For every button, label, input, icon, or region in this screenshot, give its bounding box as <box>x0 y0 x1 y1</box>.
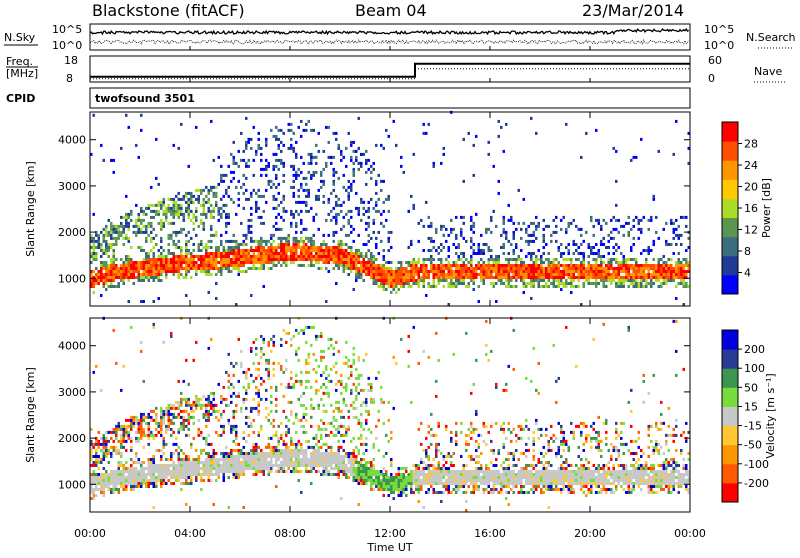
y-tick-label: 2000 <box>58 432 86 445</box>
colorbar-swatch <box>722 426 738 446</box>
velocity-colorbar: 200 100 50 15 -15 -50 -100 -200 Velocity [m s⁻¹… <box>722 330 777 503</box>
noise-panel: N.Sky 10^5 10^0 10^5 10^0 N.Search <box>4 23 796 52</box>
colorbar-swatch <box>722 256 738 276</box>
power-cb-tick: 28 <box>744 138 758 151</box>
colorbar-swatch <box>722 330 738 350</box>
freq-unit-label: [MHz] <box>6 67 38 80</box>
x-tick-label: 16:00 <box>474 527 506 540</box>
colorbar-swatch <box>722 160 738 180</box>
colorbar-swatch <box>722 368 738 388</box>
power-panel: 1000 2000 3000 4000 Slant Range [km] <box>24 111 690 306</box>
power-cb-tick: 4 <box>744 267 751 280</box>
velocity-cb-tick: 50 <box>744 381 758 394</box>
colorbar-swatch <box>722 237 738 257</box>
x-tick-label: 04:00 <box>174 527 206 540</box>
colorbar-swatch <box>722 198 738 218</box>
velocity-colorbar-label: Velocity [m s⁻¹] <box>764 373 777 458</box>
noise-sky-trace <box>90 29 689 34</box>
colorbar-swatch <box>722 387 738 407</box>
x-tick-label: 08:00 <box>274 527 306 540</box>
noise-tick-high-right: 10^5 <box>704 23 734 36</box>
colorbar-swatch <box>722 483 738 503</box>
power-cb-tick: 16 <box>744 202 758 215</box>
velocity-cb-tick: 100 <box>744 362 765 375</box>
power-cb-tick: 20 <box>744 181 758 194</box>
y-tick-label: 3000 <box>58 180 86 193</box>
x-tick-label: 12:00 <box>374 527 406 540</box>
y-tick-label: 3000 <box>58 386 86 399</box>
colorbar-swatch <box>722 464 738 484</box>
x-tick-label: 00:00 <box>74 527 106 540</box>
station-title: Blackstone (fitACF) <box>92 1 245 20</box>
power-cb-tick: 8 <box>744 245 751 258</box>
x-tick-label: 00:00 <box>674 527 706 540</box>
time-axis-label: Time UT <box>366 541 412 554</box>
power-ylabel: Slant Range [km] <box>24 161 37 257</box>
colorbar-swatch <box>722 141 738 161</box>
noise-search-trace <box>90 40 689 44</box>
cpid-label: CPID <box>6 92 35 105</box>
y-tick-label: 4000 <box>58 340 86 353</box>
nave-tick-low: 0 <box>708 72 715 85</box>
velocity-cb-tick: 15 <box>744 400 758 413</box>
freq-trace <box>90 64 690 77</box>
nsky-label: N.Sky <box>4 31 36 44</box>
velocity-ylabel: Slant Range [km] <box>24 367 37 463</box>
noise-tick-high: 10^5 <box>52 23 82 36</box>
noise-tick-low: 10^0 <box>52 39 82 52</box>
y-tick-label: 2000 <box>58 226 86 239</box>
y-tick-label: 1000 <box>58 478 86 491</box>
nave-tick-high: 60 <box>708 54 722 67</box>
velocity-cb-tick: -50 <box>744 439 762 452</box>
velocity-cb-tick: -15 <box>744 420 762 433</box>
velocity-cb-tick: -200 <box>744 477 769 490</box>
velocity-panel: 1000 2000 3000 4000 Slant Range [km] <box>24 317 690 512</box>
colorbar-swatch <box>722 122 738 142</box>
freq-panel: Freq. [MHz] 18 8 60 0 Nave <box>6 54 786 85</box>
freq-tick-high: 18 <box>64 54 78 67</box>
date-title: 23/Mar/2014 <box>582 1 684 20</box>
cpid-value: twofsound 3501 <box>95 92 195 105</box>
colorbar-swatch <box>722 445 738 465</box>
colorbar-swatch <box>722 179 738 199</box>
y-tick-label: 1000 <box>58 272 86 285</box>
beam-title: Beam 04 <box>355 1 427 20</box>
colorbar-swatch <box>722 275 738 295</box>
colorbar-swatch <box>722 406 738 426</box>
nave-label: Nave <box>754 65 782 78</box>
power-cb-tick: 24 <box>744 159 758 172</box>
freq-tick-low: 8 <box>66 72 73 85</box>
y-tick-label: 4000 <box>58 134 86 147</box>
power-cb-tick: 12 <box>744 224 758 237</box>
velocity-cb-tick: 200 <box>744 343 765 356</box>
nsearch-label: N.Search <box>746 31 796 44</box>
velocity-cb-tick: -100 <box>744 458 769 471</box>
x-tick-label: 20:00 <box>574 527 606 540</box>
colorbar-swatch <box>722 218 738 238</box>
power-colorbar-label: Power [dB] <box>760 178 773 238</box>
colorbar-swatch <box>722 349 738 369</box>
noise-tick-low-right: 10^0 <box>704 39 734 52</box>
cpid-panel: CPID twofsound 3501 <box>6 88 690 108</box>
power-colorbar: 4 8 12 16 20 24 28 Power [dB] <box>722 122 773 295</box>
